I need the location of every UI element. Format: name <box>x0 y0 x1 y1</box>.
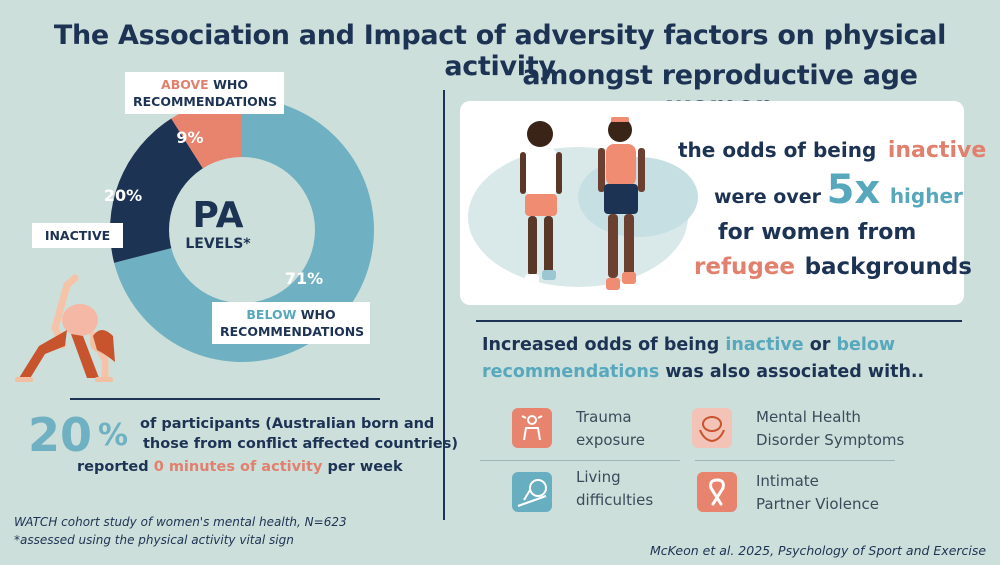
odds-line-4: refugee backgrounds <box>694 254 972 280</box>
subhead-part-f: was also associated with.. <box>665 362 925 382</box>
above-recommendations-word: RECOMMENDATIONS <box>133 94 278 109</box>
below-word: BELOW <box>246 307 297 322</box>
above-word: ABOVE <box>161 77 209 92</box>
footnote-assessment: *assessed using the physical activity vi… <box>14 533 294 547</box>
yoga-woman-illustration <box>15 274 115 382</box>
brain-hands-icon <box>692 408 732 448</box>
mental-line-2: Disorder Symptoms <box>756 431 905 449</box>
subhead-or: or <box>809 335 831 355</box>
title-line-1: The Association and Impact of adversity … <box>53 20 947 82</box>
factor-divider-left <box>480 460 680 461</box>
above-who-word: WHO <box>213 77 248 92</box>
stat-line-3: reported 0 minutes of activity per week <box>77 459 403 475</box>
segment-label-above: 9% <box>176 128 203 147</box>
backgrounds-word: backgrounds <box>804 254 972 280</box>
trauma-line-2: exposure <box>576 431 645 449</box>
boulder-push-icon <box>512 472 552 512</box>
trauma-icon <box>512 408 552 448</box>
donut-hole <box>169 157 315 303</box>
living-difficulties-label: Living difficulties <box>576 466 653 512</box>
segment-label-inactive: 20% <box>104 186 142 205</box>
stat-line-1: of participants (Australian born and <box>140 416 435 432</box>
subhead-below: below <box>836 335 896 355</box>
stat-line-3-pre: reported <box>77 459 149 475</box>
living-line-2: difficulties <box>576 491 654 509</box>
trauma-line-1: Trauma <box>576 408 632 426</box>
above-who-label: ABOVE WHO RECOMMENDATIONS <box>125 72 284 114</box>
ipv-line-1: Intimate <box>756 472 819 490</box>
below-who-label: BELOW WHO RECOMMENDATIONS <box>212 302 370 344</box>
left-divider <box>70 398 380 400</box>
stat-line-3-post: per week <box>327 459 403 475</box>
refugee-highlight: refugee <box>694 254 795 280</box>
trauma-label: Trauma exposure <box>576 406 645 452</box>
vertical-divider <box>443 90 445 520</box>
five-x-highlight: 5x <box>826 167 881 213</box>
inactive-word: INACTIVE <box>44 228 111 243</box>
subhead-inactive: inactive <box>725 335 804 355</box>
stat-number: 20 <box>28 408 93 462</box>
donut-center-title: PA <box>193 195 244 236</box>
odds-line-1-text: the odds of being <box>678 138 877 162</box>
ipv-line-2: Partner Violence <box>756 495 879 513</box>
stat-line-2: those from conflict affected countries) <box>143 436 458 452</box>
citation: McKeon et al. 2025, Psychology of Sport … <box>650 543 987 558</box>
odds-line-3: for women from <box>718 220 916 245</box>
associations-heading: Increased odds of being inactive or belo… <box>482 332 962 386</box>
subhead-recommendations: recommendations <box>482 362 660 382</box>
ribbon-icon <box>697 472 737 512</box>
living-line-1: Living <box>576 468 621 486</box>
odds-line-1: the odds of being inactive <box>678 138 986 163</box>
pa-levels-donut-chart: 71% 20% 9% PA LEVELS* <box>104 100 374 362</box>
odds-line-2-text: were over <box>714 186 822 208</box>
below-recommendations-word: RECOMMENDATIONS <box>220 324 365 339</box>
donut-center-subtitle: LEVELS* <box>185 236 251 252</box>
stat-percent: % <box>98 418 129 453</box>
inactive-label: INACTIVE <box>32 223 123 248</box>
factor-divider-right <box>695 460 895 461</box>
inactive-highlight: inactive <box>887 138 987 163</box>
mental-line-1: Mental Health <box>756 408 861 426</box>
below-who-word: WHO <box>300 307 336 322</box>
right-divider <box>476 320 962 322</box>
stat-highlight: 0 minutes of activity <box>153 459 323 475</box>
odds-line-2: were over 5x higher <box>714 167 963 213</box>
segment-label-below: 71% <box>285 269 323 288</box>
walking-women-illustration <box>468 117 698 290</box>
ipv-label: Intimate Partner Violence <box>756 470 879 516</box>
mental-health-label: Mental Health Disorder Symptoms <box>756 406 904 452</box>
subhead-part-a: Increased odds of being <box>482 335 720 355</box>
higher-highlight: higher <box>889 184 963 208</box>
footnote-study: WATCH cohort study of women's mental hea… <box>14 515 347 529</box>
odds-line-3-text: for women from <box>718 220 917 245</box>
